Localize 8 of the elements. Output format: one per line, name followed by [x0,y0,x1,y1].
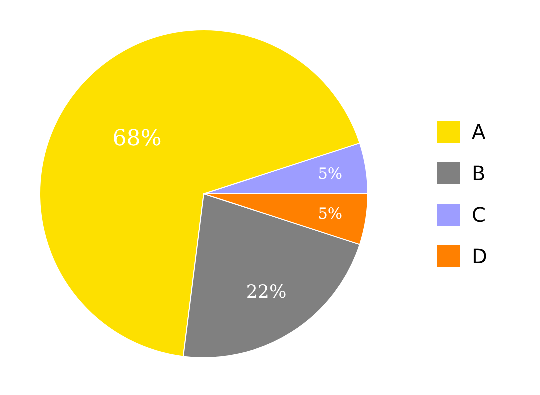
legend-label: A [472,120,486,144]
data-label: 68% [112,126,162,152]
data-label: 22% [246,282,287,304]
legend-label: C [472,203,486,227]
legend-label: D [472,244,488,268]
data-label: 5% [318,205,343,224]
legend-label: B [472,162,486,186]
data-label: 5% [318,164,343,183]
